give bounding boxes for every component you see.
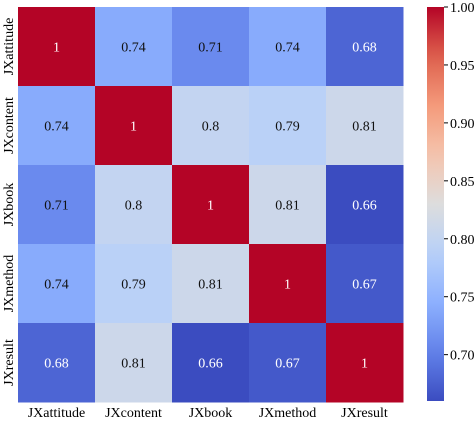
heatmap-cell (18, 7, 96, 87)
heatmap-cell-label: 0.68 (44, 357, 69, 372)
heatmap-cell (326, 86, 404, 166)
heatmap-cell (95, 7, 173, 87)
heatmap-cell (326, 323, 404, 403)
colorbar-tick-label: 0.90 (450, 117, 475, 132)
heatmap-cell (326, 244, 404, 324)
colorbar-tick-label: 0.85 (450, 175, 475, 190)
y-tick-label: JXattitude (2, 18, 17, 76)
heatmap-cell-labels: 1 0.74 0.71 0.74 0.680.74 1 0.8 0.79 0.810.71 0.8… (44, 41, 377, 372)
colorbar-gradient (427, 7, 444, 401)
heatmap-cell-label: 0.8 (125, 199, 143, 214)
heatmap-cell-label: 0.67 (275, 357, 300, 372)
heatmap-cell-label: 0.71 (198, 41, 223, 56)
colorbar-tick-label: 0.70 (450, 349, 475, 364)
heatmap-cell-label: 0.71 (44, 199, 69, 214)
heatmap-cell (172, 244, 250, 324)
heatmap-cell-label: 0.67 (352, 278, 377, 293)
heatmap-cell-label: 0.66 (198, 357, 223, 372)
heatmap-cell (172, 165, 250, 245)
heatmap-cell (172, 323, 250, 403)
heatmap-cell-label: 0.79 (121, 278, 146, 293)
heatmap-cell-label: 1 (130, 120, 137, 135)
colorbar-tick-label: 1.00 (450, 1, 475, 16)
heatmap-cell (249, 323, 327, 403)
heatmap-cell-label: 0.81 (121, 357, 146, 372)
colorbar: 0.70 0.75 0.80 0.85 0.90 0.95 1.00 (427, 1, 475, 401)
x-axis-tick-labels: JXattitude JXcontent JXbook JXmethod JXresul… (28, 406, 388, 421)
colorbar-tick-label: 0.95 (450, 59, 475, 74)
heatmap-cell-label: 0.81 (352, 120, 377, 135)
colorbar-tick-label: 0.75 (450, 291, 475, 306)
heatmap-cell-label: 1 (284, 278, 291, 293)
heatmap-cell-label: 0.8 (202, 120, 220, 135)
heatmap-cells (18, 7, 404, 403)
x-tick-label: JXmethod (259, 406, 317, 421)
heatmap-cell (95, 323, 173, 403)
x-tick-label: JXbook (189, 406, 233, 421)
heatmap-cell-label: 1 (361, 357, 368, 372)
heatmap-cell-label: 0.74 (44, 120, 69, 135)
heatmap-cell (95, 86, 173, 166)
y-tick-label: JXmethod (2, 255, 17, 313)
y-tick-label: JXresult (2, 339, 17, 386)
heatmap-cell-label: 0.74 (121, 41, 146, 56)
heatmap-cell-label: 0.79 (275, 120, 300, 135)
heatmap-cell (249, 244, 327, 324)
heatmap-cell (172, 7, 250, 87)
heatmap-cell-label: 0.68 (352, 41, 377, 56)
heatmap-cell (172, 86, 250, 166)
heatmap-cell-label: 1 (207, 199, 214, 214)
x-tick-label: JXresult (341, 406, 388, 421)
heatmap-cell (18, 323, 96, 403)
heatmap-cell (249, 86, 327, 166)
heatmap-cell-label: 0.74 (44, 278, 69, 293)
heatmap-cell-label: 0.81 (275, 199, 300, 214)
heatmap-cell (18, 165, 96, 245)
heatmap-cell-label: 0.66 (352, 199, 377, 214)
heatmap-cell (95, 165, 173, 245)
colorbar-tick-label: 0.80 (450, 233, 475, 248)
heatmap-cell-label: 0.81 (198, 278, 223, 293)
x-tick-label: JXattitude (28, 406, 86, 421)
x-tick-label: JXcontent (105, 406, 162, 421)
y-tick-label: JXcontent (2, 97, 17, 154)
heatmap-cell (18, 244, 96, 324)
y-tick-label: JXbook (2, 183, 17, 227)
heatmap-cell (326, 165, 404, 245)
heatmap-cell-label: 1 (53, 41, 60, 56)
heatmap-cell (18, 86, 96, 166)
y-axis-tick-labels: JXattitude JXcontent JXbook JXmethod JXresul… (2, 18, 17, 386)
heatmap-cell (95, 244, 173, 324)
heatmap-cell (326, 7, 404, 87)
heatmap-cell (249, 7, 327, 87)
heatmap-cell-label: 0.74 (275, 41, 300, 56)
heatmap-cell (249, 165, 327, 245)
